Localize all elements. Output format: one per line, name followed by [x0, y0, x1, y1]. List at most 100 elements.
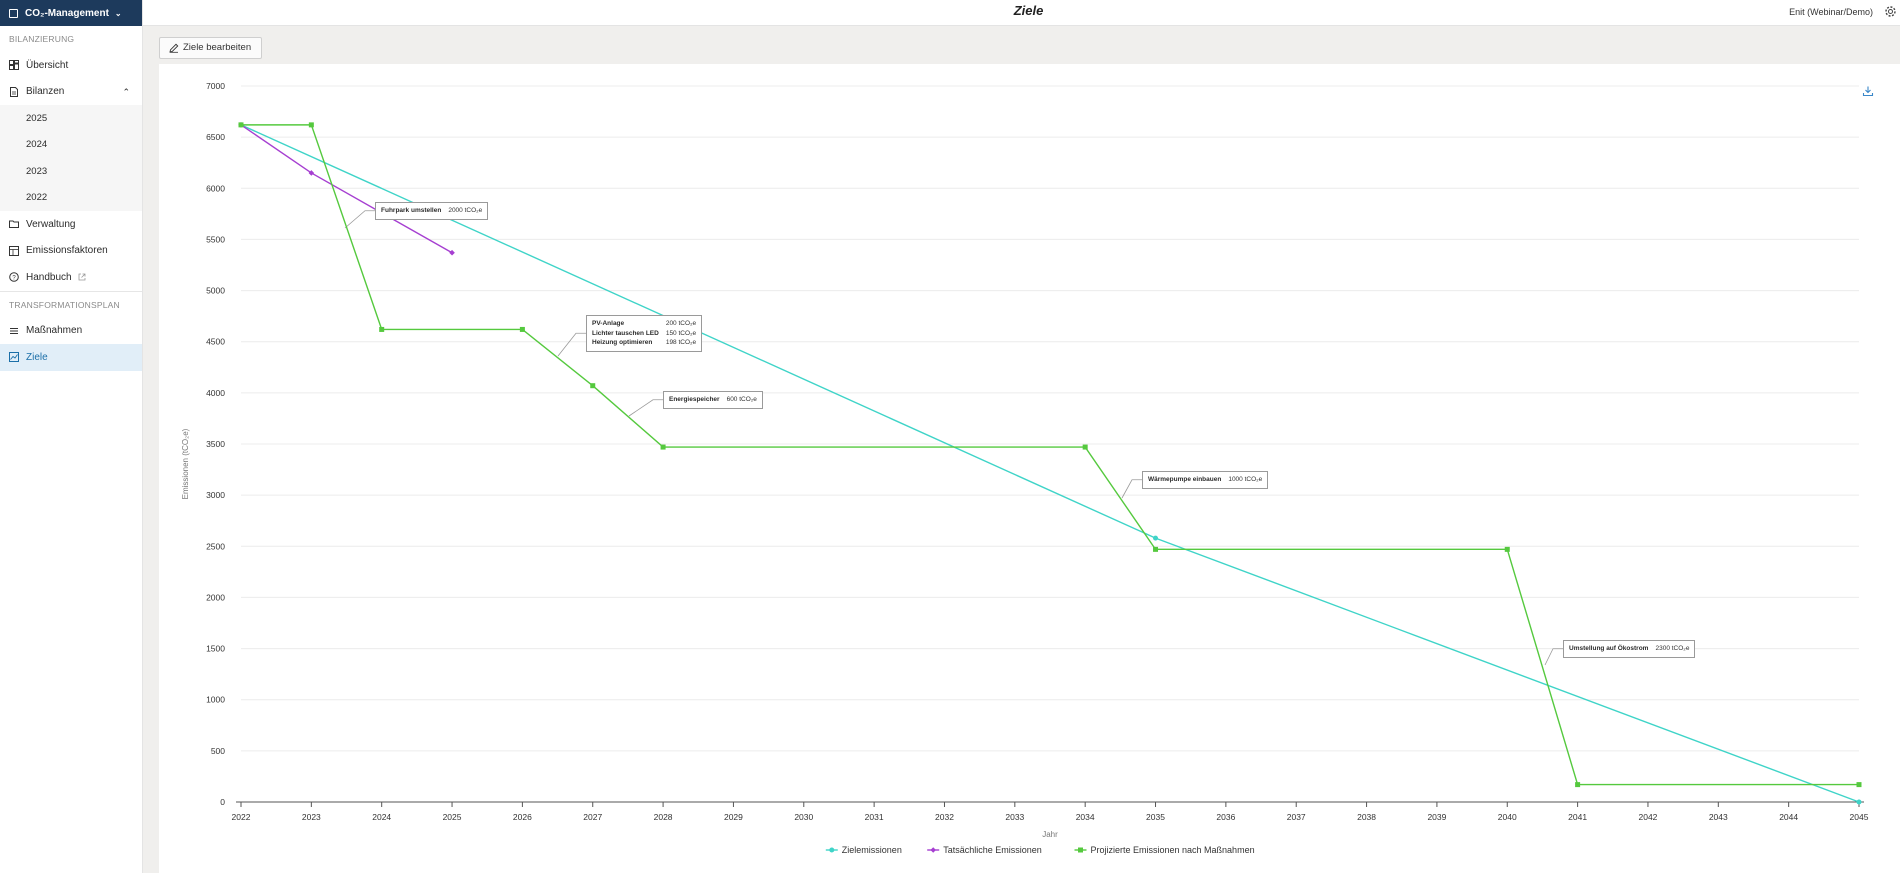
annotation-connector [628, 399, 663, 417]
series-line-0 [240, 124, 1860, 803]
data-point [1153, 546, 1159, 552]
data-point [1856, 782, 1862, 788]
sidebar-item-label: Maßnahmen [26, 325, 83, 337]
table-icon [9, 245, 19, 256]
sidebar-subitem-label: 2024 [26, 139, 48, 151]
sidebar-divider [0, 290, 142, 292]
svg-text:?: ? [12, 276, 16, 282]
y-tick-label: 4500 [206, 337, 225, 347]
x-tick-label: 2036 [1216, 812, 1235, 822]
legend-item[interactable]: Tatsächliche Emissionen [927, 845, 1042, 855]
x-tick-label: 2043 [1709, 812, 1728, 822]
data-point [590, 383, 596, 389]
section-label-bilanzierung: BILANZIERUNG [9, 34, 75, 44]
legend-marker [1078, 847, 1083, 853]
annotation-connector [1544, 648, 1563, 666]
x-tick-label: 2041 [1568, 812, 1587, 822]
sidebar-item-label: Bilanzen [26, 86, 65, 98]
sidebar: CO₂-Management ⌄ BILANZIERUNG Übersicht … [0, 0, 143, 873]
x-tick-label: 2037 [1287, 812, 1306, 822]
x-tick-label: 2032 [935, 812, 954, 822]
legend-label: Projizierte Emissionen nach Maßnahmen [1091, 845, 1255, 855]
measure-value: 600 tCO₂e [726, 396, 757, 403]
annotation-row: Fuhrpark umstellen 2000 tCO₂e [381, 206, 482, 216]
sidebar-subitem-year[interactable]: 2024 [0, 131, 142, 158]
data-point [308, 122, 314, 128]
x-tick-label: 2022 [232, 812, 251, 822]
app-switcher[interactable]: CO₂-Management ⌄ [0, 0, 142, 26]
y-tick-label: 3500 [206, 439, 225, 449]
y-tick-label: 1500 [206, 644, 225, 654]
x-tick-label: 2040 [1498, 812, 1517, 822]
chart-icon [9, 352, 19, 363]
y-tick-label: 6000 [206, 183, 225, 193]
sidebar-subitem-year[interactable]: 2025 [0, 105, 142, 132]
sidebar-item-massnahmen[interactable]: Maßnahmen [0, 318, 142, 345]
measure-name: Lichter tauschen LED [592, 329, 659, 337]
data-point [519, 326, 525, 332]
x-tick-label: 2033 [1005, 812, 1024, 822]
legend-item[interactable]: Zielemissionen [825, 845, 902, 855]
measure-annotation: Wärmepumpe einbauen 1000 tCO₂e [1142, 471, 1269, 489]
chevron-up-icon[interactable]: ⌃ [122, 86, 130, 97]
measure-annotation: Umstellung auf Ökostrom 2300 tCO₂e [1563, 640, 1696, 658]
external-link-icon [78, 273, 85, 281]
sidebar-item-label: Emissionsfaktoren [26, 245, 108, 257]
help-circle-icon: ? [9, 272, 19, 283]
sidebar-item-handbuch[interactable]: ? Handbuch [0, 264, 142, 291]
measure-name: Wärmepumpe einbauen [1148, 476, 1222, 483]
data-point [660, 444, 666, 450]
legend-marker [829, 847, 835, 853]
sidebar-subitem-label: 2023 [26, 165, 48, 177]
sidebar-item-uebersicht[interactable]: Übersicht [0, 52, 142, 79]
chevron-down-icon: ⌄ [114, 8, 122, 18]
sidebar-item-verwaltung[interactable]: Verwaltung [0, 211, 142, 238]
y-tick-label: 2000 [206, 592, 225, 602]
annotation-connector [557, 332, 586, 357]
measure-annotation: PV-Anlage 200 tCO₂e Lichter tauschen LED 15… [586, 315, 703, 352]
measure-name: Energiespeicher [669, 396, 720, 403]
sidebar-subitem-year[interactable]: 2023 [0, 158, 142, 185]
legend-item[interactable]: Projizierte Emissionen nach Maßnahmen [1074, 845, 1255, 855]
annotation-row: Wärmepumpe einbauen 1000 tCO₂e [1148, 475, 1262, 485]
sidebar-item-label: Verwaltung [26, 218, 76, 230]
section-label-transformationsplan: TRANSFORMATIONSPLAN [9, 299, 120, 310]
edit-goals-button[interactable]: Ziele bearbeiten [159, 37, 263, 59]
user-label[interactable]: Enit (Webinar/Demo) [1789, 7, 1873, 17]
pencil-icon [169, 43, 179, 53]
measure-annotation: Fuhrpark umstellen 2000 tCO₂e [375, 202, 489, 220]
y-tick-label: 3000 [206, 490, 225, 500]
data-point [1856, 799, 1862, 805]
x-tick-label: 2023 [302, 812, 321, 822]
data-point [1575, 782, 1581, 788]
measure-annotation: Energiespeicher 600 tCO₂e [663, 391, 763, 409]
annotation-connector [344, 210, 375, 229]
x-tick-label: 2030 [794, 812, 813, 822]
emissions-chart: 0 500 1000 1500 2000 2500 3000 3500 4000 4500 5000… [181, 81, 1869, 855]
x-tick-label: 2035 [1146, 812, 1165, 822]
measure-name: Umstellung auf Ökostrom [1569, 645, 1649, 652]
sidebar-item-ziele[interactable]: Ziele [0, 344, 142, 371]
folder-icon [9, 219, 19, 229]
sidebar-item-bilanzen[interactable]: Bilanzen ⌃ [0, 79, 142, 106]
app-switcher-label: CO₂-Management [25, 7, 109, 19]
sidebar-item-label: Handbuch [26, 271, 72, 283]
x-axis-label: Jahr [1042, 830, 1058, 839]
sidebar-item-emissionsfaktoren[interactable]: Emissionsfaktoren [0, 238, 142, 265]
y-tick-label: 1000 [206, 695, 225, 705]
app-logo-icon [9, 8, 18, 18]
measure-name: PV-Anlage [592, 320, 625, 327]
x-tick-label: 2042 [1638, 812, 1657, 822]
gear-icon[interactable] [1884, 5, 1897, 18]
download-icon[interactable] [1862, 85, 1874, 97]
legend-marker [930, 847, 936, 853]
y-tick-label: 6500 [206, 132, 225, 142]
x-tick-label: 2028 [654, 812, 673, 822]
x-tick-label: 2038 [1357, 812, 1376, 822]
y-axis-label: Emissionen (tCO₂e) [181, 428, 190, 499]
sidebar-subitem-year[interactable]: 2022 [0, 184, 142, 211]
list-icon [9, 326, 19, 336]
y-tick-label: 7000 [206, 81, 225, 91]
x-tick-label: 2025 [443, 812, 462, 822]
y-tick-label: 4000 [206, 388, 225, 398]
